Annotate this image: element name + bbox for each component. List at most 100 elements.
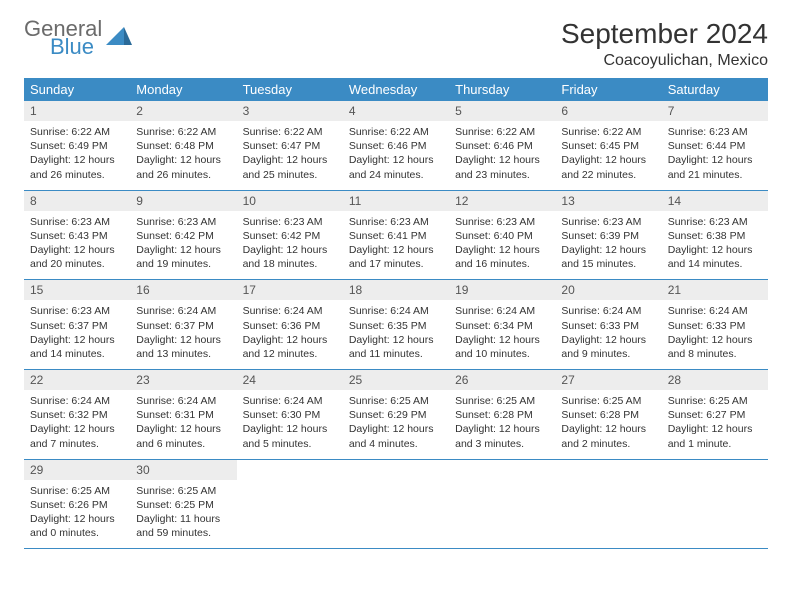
day-daylight1: Daylight: 12 hours — [30, 512, 124, 526]
day-daylight1: Daylight: 12 hours — [455, 422, 549, 436]
day-cell: 11Sunrise: 6:23 AMSunset: 6:41 PMDayligh… — [343, 190, 449, 280]
day-number: 5 — [449, 101, 555, 121]
day-number: 21 — [662, 280, 768, 300]
day-sunrise: Sunrise: 6:24 AM — [455, 304, 549, 318]
day-sunrise: Sunrise: 6:23 AM — [668, 125, 762, 139]
day-body: Sunrise: 6:22 AMSunset: 6:46 PMDaylight:… — [449, 121, 555, 190]
day-daylight2: and 1 minute. — [668, 437, 762, 451]
day-daylight2: and 2 minutes. — [561, 437, 655, 451]
day-daylight1: Daylight: 12 hours — [668, 333, 762, 347]
day-sunset: Sunset: 6:39 PM — [561, 229, 655, 243]
day-daylight1: Daylight: 12 hours — [30, 243, 124, 257]
day-number: 4 — [343, 101, 449, 121]
day-daylight2: and 9 minutes. — [561, 347, 655, 361]
day-daylight1: Daylight: 12 hours — [243, 153, 337, 167]
day-daylight2: and 11 minutes. — [349, 347, 443, 361]
day-header: Wednesday — [343, 78, 449, 101]
day-cell: 16Sunrise: 6:24 AMSunset: 6:37 PMDayligh… — [130, 280, 236, 370]
day-cell: 9Sunrise: 6:23 AMSunset: 6:42 PMDaylight… — [130, 190, 236, 280]
day-sunrise: Sunrise: 6:23 AM — [30, 215, 124, 229]
day-daylight1: Daylight: 12 hours — [136, 333, 230, 347]
day-daylight2: and 5 minutes. — [243, 437, 337, 451]
day-body: Sunrise: 6:24 AMSunset: 6:34 PMDaylight:… — [449, 300, 555, 369]
day-daylight1: Daylight: 12 hours — [136, 243, 230, 257]
day-body: Sunrise: 6:24 AMSunset: 6:35 PMDaylight:… — [343, 300, 449, 369]
day-number: 25 — [343, 370, 449, 390]
day-body: Sunrise: 6:23 AMSunset: 6:38 PMDaylight:… — [662, 211, 768, 280]
week-row: 22Sunrise: 6:24 AMSunset: 6:32 PMDayligh… — [24, 370, 768, 460]
day-daylight2: and 59 minutes. — [136, 526, 230, 540]
logo: General Blue — [24, 18, 132, 58]
day-number: 29 — [24, 460, 130, 480]
day-number: 11 — [343, 191, 449, 211]
day-cell: 14Sunrise: 6:23 AMSunset: 6:38 PMDayligh… — [662, 190, 768, 280]
day-sunset: Sunset: 6:40 PM — [455, 229, 549, 243]
day-sunrise: Sunrise: 6:22 AM — [349, 125, 443, 139]
day-number: 27 — [555, 370, 661, 390]
day-sunset: Sunset: 6:41 PM — [349, 229, 443, 243]
day-daylight1: Daylight: 12 hours — [136, 422, 230, 436]
day-sunrise: Sunrise: 6:25 AM — [30, 484, 124, 498]
day-body: Sunrise: 6:24 AMSunset: 6:36 PMDaylight:… — [237, 300, 343, 369]
day-daylight2: and 3 minutes. — [455, 437, 549, 451]
day-cell: 18Sunrise: 6:24 AMSunset: 6:35 PMDayligh… — [343, 280, 449, 370]
day-cell: 1Sunrise: 6:22 AMSunset: 6:49 PMDaylight… — [24, 101, 130, 190]
day-number: 26 — [449, 370, 555, 390]
day-body: Sunrise: 6:25 AMSunset: 6:25 PMDaylight:… — [130, 480, 236, 549]
day-daylight2: and 14 minutes. — [30, 347, 124, 361]
day-body: Sunrise: 6:22 AMSunset: 6:45 PMDaylight:… — [555, 121, 661, 190]
day-sunrise: Sunrise: 6:22 AM — [455, 125, 549, 139]
day-header-row: Sunday Monday Tuesday Wednesday Thursday… — [24, 78, 768, 101]
day-cell: 3Sunrise: 6:22 AMSunset: 6:47 PMDaylight… — [237, 101, 343, 190]
day-daylight1: Daylight: 12 hours — [455, 243, 549, 257]
day-sunrise: Sunrise: 6:23 AM — [349, 215, 443, 229]
day-sunset: Sunset: 6:43 PM — [30, 229, 124, 243]
logo-triangle-icon — [106, 27, 132, 49]
day-daylight2: and 20 minutes. — [30, 257, 124, 271]
day-number: 3 — [237, 101, 343, 121]
day-daylight2: and 23 minutes. — [455, 168, 549, 182]
day-daylight1: Daylight: 12 hours — [668, 422, 762, 436]
day-sunset: Sunset: 6:28 PM — [455, 408, 549, 422]
calendar-body: 1Sunrise: 6:22 AMSunset: 6:49 PMDaylight… — [24, 101, 768, 549]
day-sunrise: Sunrise: 6:25 AM — [455, 394, 549, 408]
day-daylight2: and 10 minutes. — [455, 347, 549, 361]
day-cell: 12Sunrise: 6:23 AMSunset: 6:40 PMDayligh… — [449, 190, 555, 280]
day-sunset: Sunset: 6:34 PM — [455, 319, 549, 333]
day-number: 7 — [662, 101, 768, 121]
week-row: 15Sunrise: 6:23 AMSunset: 6:37 PMDayligh… — [24, 280, 768, 370]
day-body: Sunrise: 6:22 AMSunset: 6:46 PMDaylight:… — [343, 121, 449, 190]
day-sunset: Sunset: 6:42 PM — [243, 229, 337, 243]
day-body: Sunrise: 6:23 AMSunset: 6:44 PMDaylight:… — [662, 121, 768, 190]
day-daylight1: Daylight: 12 hours — [349, 333, 443, 347]
day-daylight2: and 16 minutes. — [455, 257, 549, 271]
month-title: September 2024 — [561, 18, 768, 50]
day-number: 30 — [130, 460, 236, 480]
day-sunset: Sunset: 6:42 PM — [136, 229, 230, 243]
day-sunrise: Sunrise: 6:24 AM — [561, 304, 655, 318]
day-sunrise: Sunrise: 6:24 AM — [243, 304, 337, 318]
day-body: Sunrise: 6:24 AMSunset: 6:32 PMDaylight:… — [24, 390, 130, 459]
day-cell — [237, 459, 343, 549]
day-cell — [662, 459, 768, 549]
calendar-table: Sunday Monday Tuesday Wednesday Thursday… — [24, 78, 768, 549]
day-header: Saturday — [662, 78, 768, 101]
day-daylight1: Daylight: 12 hours — [30, 153, 124, 167]
day-daylight1: Daylight: 12 hours — [455, 333, 549, 347]
day-body: Sunrise: 6:25 AMSunset: 6:27 PMDaylight:… — [662, 390, 768, 459]
day-number: 17 — [237, 280, 343, 300]
day-daylight2: and 18 minutes. — [243, 257, 337, 271]
day-number: 16 — [130, 280, 236, 300]
day-sunrise: Sunrise: 6:22 AM — [243, 125, 337, 139]
day-sunset: Sunset: 6:44 PM — [668, 139, 762, 153]
day-cell: 23Sunrise: 6:24 AMSunset: 6:31 PMDayligh… — [130, 370, 236, 460]
day-sunrise: Sunrise: 6:25 AM — [561, 394, 655, 408]
day-daylight1: Daylight: 12 hours — [561, 422, 655, 436]
day-sunset: Sunset: 6:31 PM — [136, 408, 230, 422]
day-daylight2: and 26 minutes. — [136, 168, 230, 182]
day-sunset: Sunset: 6:35 PM — [349, 319, 443, 333]
week-row: 8Sunrise: 6:23 AMSunset: 6:43 PMDaylight… — [24, 190, 768, 280]
day-sunrise: Sunrise: 6:22 AM — [136, 125, 230, 139]
day-cell: 4Sunrise: 6:22 AMSunset: 6:46 PMDaylight… — [343, 101, 449, 190]
day-body: Sunrise: 6:25 AMSunset: 6:28 PMDaylight:… — [555, 390, 661, 459]
